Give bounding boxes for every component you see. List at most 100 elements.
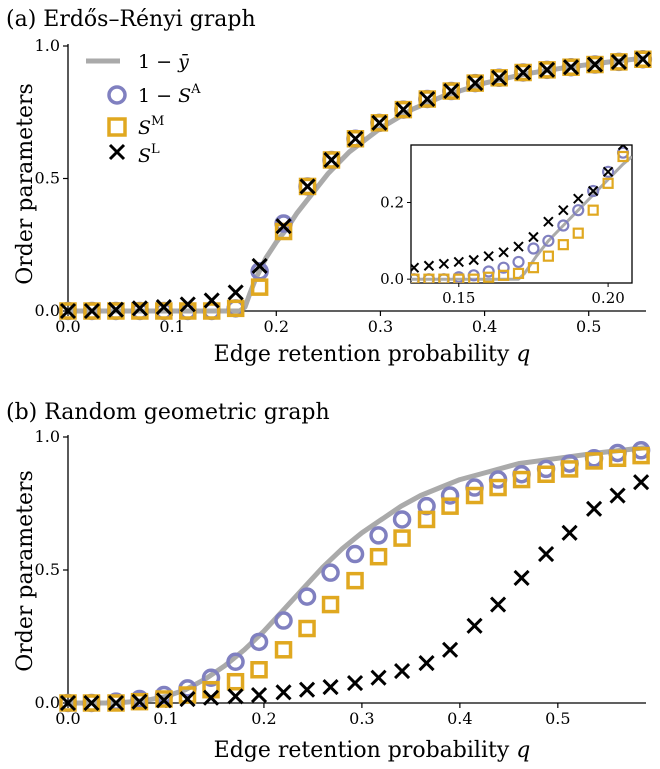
- panel-b-point-s-m: [537, 465, 555, 483]
- inset-point-s-m: [602, 177, 614, 189]
- inset-point-s-m: [453, 273, 465, 283]
- panel-a-point-s-l: [515, 64, 532, 81]
- panel-a-point-s-m: [394, 100, 413, 119]
- panel-b-point-1-s-a: [440, 486, 460, 505]
- panel-b-point-s-m: [130, 692, 149, 711]
- panel-a-point-s-m: [346, 130, 365, 148]
- panel-a-point-s-m: [298, 177, 317, 196]
- inset-point-s-l: [438, 258, 450, 270]
- inset-plot: [411, 145, 632, 283]
- panel-b-point-s-m: [298, 619, 316, 638]
- panel-b-point-s-l: [586, 500, 603, 517]
- panel-b-point-s-l: [107, 694, 125, 712]
- panel-a-point-s-l: [299, 178, 316, 195]
- panel-b-xlabel: Edge retention probability q: [214, 738, 531, 763]
- panel-a-plot: 0.0 0.1 0.2 0.3 0.4 0.5 0.0 0.5 1.0: [35, 36, 653, 336]
- panel-a-point-s-l: [371, 114, 388, 131]
- panel-b-point-s-l: [633, 474, 650, 491]
- panel-b-y-tick-label: 1.0: [35, 427, 60, 446]
- panel-a-point-s-l: [634, 51, 651, 68]
- panel-a: (a) Erdős–Rényi graph 0.0 0.1 0.2 0.3 0.4 0.5…: [6, 7, 653, 367]
- inset-point-s-l: [453, 256, 464, 268]
- inset-point-s-l: [573, 193, 584, 204]
- panel-b-x-tick-label: 0.2: [251, 709, 276, 728]
- inset-point-1-s-a: [602, 165, 615, 178]
- panel-a-point-s-l: [562, 59, 580, 76]
- inset-y-tick-label: 0.2: [380, 194, 404, 212]
- panel-b-y-tick-label: 0.5: [35, 560, 60, 579]
- inset-x-tick-label: 0.20: [591, 289, 624, 307]
- panel-b-point-s-m: [417, 510, 436, 529]
- panel-a-point-s-l: [395, 101, 412, 118]
- panel-a-point-s-l: [610, 53, 627, 70]
- inset-y-tick-label: 0.0: [380, 270, 404, 288]
- panel-b-x-tick-label: 0.4: [447, 709, 472, 728]
- inset-point-s-m: [572, 227, 584, 239]
- inset-point-s-l: [528, 231, 539, 243]
- inset-point-1-s-a: [587, 184, 600, 198]
- inset-point-s-l: [498, 247, 509, 258]
- panel-b-point-s-l: [131, 693, 148, 710]
- legend-label-SL: SL: [138, 142, 160, 167]
- panel-b-point-s-l: [202, 689, 220, 706]
- panel-a-point-s-l: [251, 257, 268, 275]
- panel-b-point-s-m: [369, 547, 388, 566]
- panel-a-point-s-m: [418, 90, 437, 108]
- inset-point-1-s-a: [482, 265, 495, 278]
- panel-b-point-s-l: [59, 694, 77, 712]
- panel-b-point-s-m: [178, 686, 197, 704]
- inset-point-s-l: [558, 204, 569, 216]
- inset-point-1-s-a: [497, 261, 510, 274]
- panel-a-x-tick-label: 0.5: [576, 317, 601, 336]
- panel-a-x-tick-label: 0.4: [472, 317, 497, 336]
- panel-a-point-s-l: [83, 302, 101, 320]
- panel-a-point-s-l: [539, 61, 556, 78]
- panel-a-point-s-l: [323, 151, 340, 169]
- panel-b-point-s-l: [155, 692, 173, 709]
- inset-point-s-l: [423, 260, 435, 271]
- inset-x-tick-label: 0.15: [442, 289, 475, 307]
- panel-b-point-s-m: [82, 694, 101, 712]
- panel-b-point-s-m: [155, 690, 173, 708]
- inset-point-s-m: [468, 273, 480, 283]
- panel-b-point-s-l: [275, 684, 292, 701]
- panel-b-point-s-m: [226, 672, 245, 691]
- inset-point-s-l: [411, 262, 420, 273]
- legend-label-1-minus-ybar: 1 − ȳ: [138, 51, 189, 73]
- inset-point-s-l: [617, 145, 629, 151]
- inset-point-s-m: [527, 262, 540, 274]
- panel-a-xlabel-symbol: q: [516, 342, 530, 367]
- panel-b-point-1-s-a: [249, 632, 269, 652]
- panel-a-ylabel: Order parameters: [13, 83, 38, 285]
- panel-a-point-s-l: [107, 301, 124, 318]
- panel-b-point-s-m: [250, 661, 268, 679]
- panel-a-point-s-m: [131, 302, 149, 320]
- inset-point-1-s-a: [512, 255, 525, 269]
- inset-point-s-m: [483, 271, 495, 283]
- panel-b-point-s-l: [298, 681, 316, 698]
- panel-b-point-s-m: [465, 486, 484, 505]
- panel-b-title: (b) Random geometric graph: [6, 400, 330, 425]
- panel-b-point-1-s-a: [369, 526, 388, 545]
- panel-a-point-s-m: [83, 302, 101, 320]
- panel-b-point-1-s-a: [321, 563, 340, 582]
- panel-b-y-tick-label: 0.0: [35, 693, 60, 712]
- panel-b-point-s-l: [442, 641, 459, 658]
- panel-a-point-s-l: [491, 69, 508, 86]
- panel-a-x-tick-label: 0.3: [368, 317, 393, 336]
- panel-b-point-s-m: [632, 446, 650, 465]
- legend-square-marker: [107, 117, 127, 137]
- panel-b-xlabel-symbol: q: [516, 738, 530, 763]
- panel-a-point-s-m: [226, 299, 245, 318]
- panel-a-point-s-m: [322, 151, 341, 169]
- panel-b-point-s-l: [466, 617, 483, 634]
- legend: 1 − ȳ 1 − SA SM SL: [86, 51, 201, 167]
- legend-label-1-minus-SA: 1 − SA: [138, 82, 201, 107]
- panel-a-point-s-m: [250, 278, 269, 296]
- panel-b-point-s-l: [346, 674, 364, 692]
- panel-a-xlabel-text: Edge retention probability: [214, 342, 510, 367]
- inset-point-1-s-a: [572, 204, 585, 217]
- panel-b-x-tick-label: 0.0: [55, 709, 80, 728]
- panel-a-point-s-m: [59, 302, 77, 320]
